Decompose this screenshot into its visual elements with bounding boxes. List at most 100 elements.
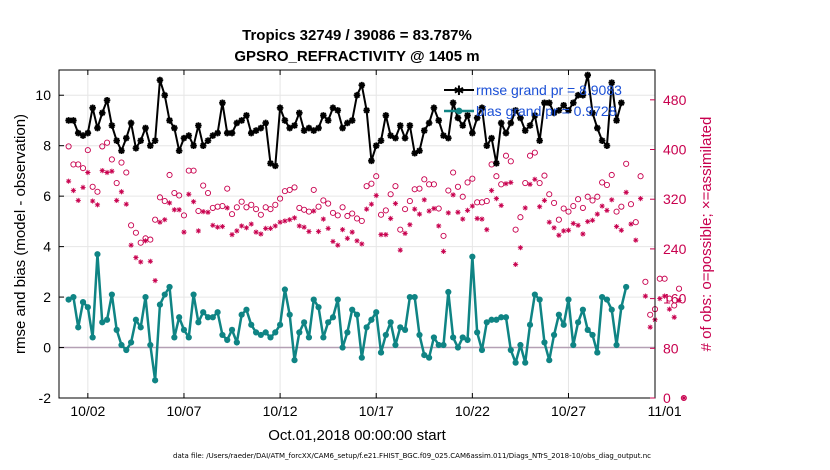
rmse-point — [459, 122, 467, 129]
possible-obs-point — [84, 147, 91, 154]
rmse-point — [473, 114, 481, 122]
possible-obs-point — [339, 204, 346, 211]
assimilated-obs-point — [349, 229, 355, 235]
rmse-point — [127, 119, 135, 127]
possible-obs-point — [526, 152, 534, 159]
obs-possible-series — [65, 139, 687, 402]
bias-point — [147, 341, 154, 349]
bias-point — [248, 321, 255, 328]
rmse-point — [296, 109, 303, 117]
rmse-point — [276, 104, 284, 112]
bias-point — [373, 309, 380, 316]
bias-point — [315, 304, 322, 311]
possible-obs-point — [560, 205, 567, 212]
assimilated-obs-point — [623, 189, 629, 195]
rmse-point — [262, 119, 269, 127]
bias-point — [252, 329, 260, 336]
assimilated-obs-point — [657, 296, 663, 302]
assimilated-obs-point — [676, 297, 682, 304]
rmse-point — [305, 124, 313, 132]
rmse-point — [180, 134, 188, 142]
possible-obs-point — [118, 159, 125, 166]
assimilated-obs-point — [267, 225, 274, 232]
x-tick-label: 10/07 — [166, 403, 201, 419]
assimilated-obs-point — [200, 209, 206, 215]
assimilated-obs-point — [546, 219, 552, 225]
bias-point — [243, 306, 250, 313]
bias-point — [291, 357, 298, 364]
possible-obs-point — [344, 212, 351, 220]
assimilated-obs-point — [681, 395, 687, 401]
rmse-point — [243, 112, 250, 119]
assimilated-obs-point — [565, 227, 572, 233]
possible-obs-point — [416, 185, 423, 192]
possible-obs-point — [147, 236, 154, 243]
bias-point — [493, 316, 500, 323]
rmse-point — [445, 134, 452, 142]
legend-bias-label: bias grand pr = 0.9728 — [476, 103, 617, 119]
rmse-point — [113, 137, 120, 144]
assimilated-obs-point — [219, 223, 226, 230]
assimilated-obs-point — [421, 197, 427, 203]
rmse-point — [526, 122, 534, 129]
rmse-point — [507, 119, 515, 127]
assimilated-obs-point — [133, 255, 139, 261]
assimilated-obs-point — [488, 187, 495, 194]
rmse-point — [300, 127, 308, 134]
possible-obs-point — [238, 198, 245, 205]
rmse-point — [608, 79, 616, 86]
rmse-point — [425, 119, 433, 127]
bias-point — [267, 334, 274, 341]
possible-obs-point — [498, 181, 505, 188]
possible-obs-point — [483, 198, 490, 205]
y-right-tick-label: 80 — [663, 340, 679, 356]
assimilated-obs-point — [272, 223, 278, 229]
rmse-point — [74, 129, 82, 137]
assimilated-obs-point — [570, 220, 576, 227]
possible-obs-point — [166, 171, 173, 179]
rmse-point — [79, 132, 87, 139]
y-right-tick-label: 480 — [663, 92, 687, 108]
possible-obs-point — [666, 295, 673, 302]
rmse-point — [281, 117, 289, 124]
possible-obs-point — [397, 226, 404, 233]
rmse-point — [569, 99, 577, 107]
possible-obs-point — [320, 197, 327, 204]
bias-point — [195, 319, 202, 326]
bias-point — [132, 316, 140, 323]
bias-point — [594, 349, 601, 356]
rmse-point — [555, 107, 563, 114]
bias-point — [349, 306, 356, 313]
bias-point — [541, 339, 548, 346]
assimilated-obs-point — [364, 206, 370, 212]
possible-obs-point — [176, 192, 183, 199]
assimilated-obs-point — [484, 227, 490, 233]
bias-point — [483, 319, 490, 326]
rmse-point — [238, 117, 245, 124]
bias-point — [560, 321, 567, 328]
assimilated-obs-point — [580, 231, 586, 237]
assimilated-obs-point — [498, 202, 504, 209]
y-axis-label: rmse and bias (model - observation) — [12, 114, 29, 354]
rmse-point — [84, 129, 92, 137]
assimilated-obs-point — [162, 217, 168, 223]
rmse-point — [329, 104, 337, 112]
possible-obs-point — [502, 152, 510, 159]
possible-obs-point — [459, 193, 466, 200]
y-axis-right-label: # of obs: o=possible; ×=assimilated — [698, 117, 715, 352]
y-right-tick-label: 320 — [663, 191, 687, 207]
assimilated-obs-point — [166, 200, 173, 206]
assimilated-obs-point — [263, 225, 269, 232]
possible-obs-point — [315, 203, 322, 210]
assimilated-obs-point — [474, 215, 480, 222]
rmse-point — [334, 107, 342, 114]
bias-point — [142, 293, 149, 301]
bias-point — [257, 331, 264, 339]
bias-point — [353, 311, 361, 318]
assimilated-obs-point — [662, 293, 668, 299]
assimilated-obs-point — [460, 216, 466, 222]
rmse-point — [488, 134, 495, 142]
rmse-point — [560, 102, 567, 109]
bias-point — [425, 354, 433, 361]
rmse-point — [603, 142, 611, 149]
